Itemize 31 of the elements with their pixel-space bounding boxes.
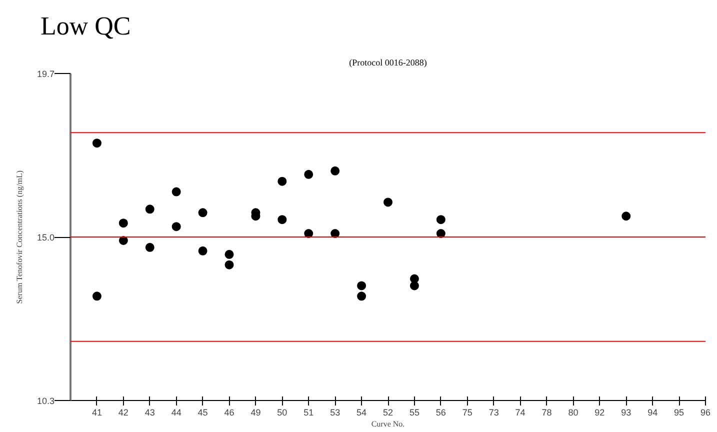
- x-tick-label: 56: [436, 408, 446, 418]
- x-tick-label: 44: [171, 408, 182, 418]
- chart-subtitle: (Protocol 0016-2088): [349, 58, 427, 68]
- chart-title: Low QC: [40, 12, 131, 40]
- x-tick-label: 51: [304, 408, 314, 418]
- x-tick-label: 46: [224, 408, 234, 418]
- x-tick-label: 42: [118, 408, 128, 418]
- y-tick-label: 15.0: [36, 232, 55, 242]
- x-tick-label: 92: [594, 408, 605, 418]
- x-tick-label: 96: [700, 408, 711, 418]
- x-tick-label: 73: [488, 408, 499, 418]
- x-tick-label: 78: [542, 408, 552, 418]
- x-tick-label: 94: [648, 408, 658, 418]
- x-tick-label: 49: [250, 408, 261, 418]
- x-tick-label: 52: [382, 408, 394, 418]
- x-tick-label: 74: [515, 408, 526, 418]
- x-tick-label: 41: [92, 408, 102, 418]
- y-tick-label: 10.3: [36, 396, 55, 406]
- x-tick-label: 80: [568, 408, 578, 418]
- x-tick-label: 43: [144, 408, 155, 418]
- x-tick-label: 55: [409, 408, 420, 418]
- x-tick-label: 95: [674, 408, 684, 418]
- y-tick-label: 19.7: [36, 69, 55, 79]
- y-axis-title: Serum Tenofovir Concentrations (ng/mL): [14, 170, 24, 304]
- x-tick-label: 54: [356, 408, 367, 418]
- x-tick-label: 75: [462, 408, 472, 418]
- x-axis-title: Curve No.: [371, 420, 405, 428]
- x-tick-label: 93: [621, 408, 632, 418]
- x-tick-label: 50: [277, 408, 288, 418]
- x-tick-label: 45: [198, 408, 208, 418]
- x-tick-label: 53: [330, 408, 340, 418]
